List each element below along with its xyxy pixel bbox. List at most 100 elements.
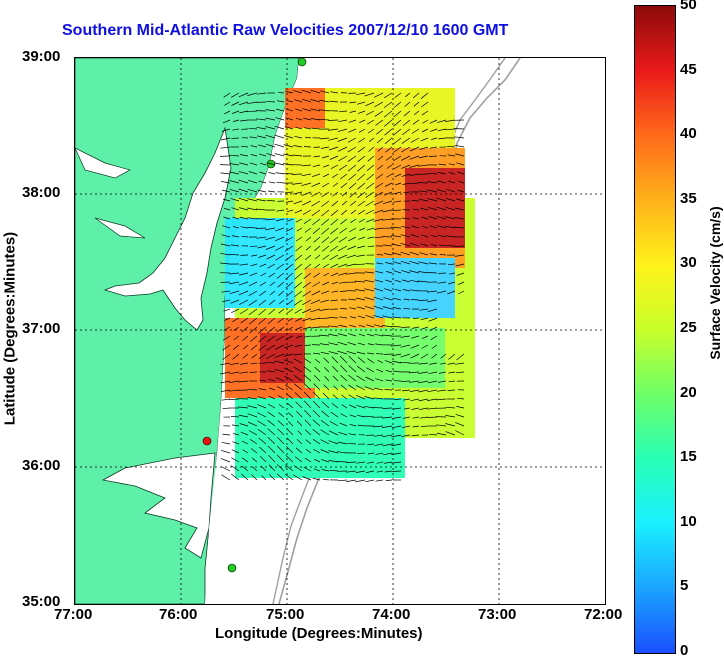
velocity-arrow [294,272,303,280]
velocity-arrow [454,245,465,247]
velocity-arrow [269,281,276,287]
velocity-arrow [277,436,285,445]
velocity-arrow [328,325,339,328]
velocity-arrow [220,380,231,384]
velocity-arrow [349,227,357,233]
velocity-arrow [338,245,348,252]
velocity-arrow [332,191,339,197]
velocity-arrow [231,449,240,454]
velocity-arrow [277,428,285,436]
velocity-arrow [455,153,465,157]
velocity-arrow [296,420,303,427]
velocity-arrow [355,289,366,292]
velocity-arrow [437,281,447,284]
velocity-arrow [453,128,465,130]
velocity-arrow [410,299,420,301]
velocity-arrow [421,335,429,339]
velocity-arrow [324,367,330,373]
velocity-arrow [373,314,384,319]
velocity-arrow [250,254,258,257]
velocity-arrow [430,335,438,341]
velocity-arrow [288,421,294,427]
velocity-arrow [293,358,303,364]
velocity-arrow [277,395,285,400]
velocity-arrow [439,362,447,365]
velocity-arrow [266,353,276,359]
velocity-arrow [274,153,285,157]
velocity-arrow [366,367,375,373]
velocity-arrow [232,119,240,122]
velocity-arrow [287,317,294,322]
velocity-arrow [222,299,231,303]
velocity-arrow [438,163,447,166]
velocity-arrow [221,189,231,193]
velocity-arrow [446,245,456,247]
velocity-arrow [391,316,402,319]
velocity-arrow [229,380,240,383]
velocity-arrow [247,217,258,220]
velocity-arrow [241,473,249,481]
velocity-arrow [268,181,276,184]
velocity-arrow [312,438,321,445]
velocity-arrow [420,243,429,247]
velocity-arrow [274,125,285,130]
velocity-arrow [259,456,267,463]
velocity-arrow [330,272,339,277]
velocity-arrow [250,154,258,157]
velocity-arrow [401,270,411,274]
velocity-arrow [445,406,456,409]
velocity-arrow [384,288,393,292]
velocity-arrow [410,289,420,292]
velocity-arrow [284,126,294,130]
velocity-arrow [391,353,402,357]
velocity-arrow [248,430,258,436]
velocity-arrow [338,272,348,276]
velocity-arrow [383,110,393,118]
velocity-arrow [259,290,267,296]
velocity-arrow [403,407,411,410]
velocity-arrow [278,299,285,305]
velocity-arrow [267,190,276,193]
velocity-arrow [321,209,330,217]
velocity-arrow [402,128,411,135]
velocity-arrow [436,290,447,294]
velocity-arrow [331,173,339,178]
velocity-arrow [266,200,276,202]
velocity-arrow [266,344,276,351]
velocity-arrow [333,385,339,391]
velocity-arrow [222,198,231,202]
velocity-arrow [438,272,447,274]
velocity-arrow [448,371,456,374]
velocity-arrow [322,254,330,260]
velocity-arrow [421,110,429,116]
velocity-arrow [313,383,321,391]
velocity-arrow [411,200,420,202]
velocity-arrow [220,252,231,256]
velocity-arrow [301,191,312,196]
velocity-arrow [431,344,438,349]
velocity-arrow [374,443,384,446]
velocity-arrow [383,452,393,456]
velocity-arrow [320,429,330,436]
velocity-arrow [312,409,321,418]
velocity-arrow [436,398,447,401]
velocity-arrow [257,245,267,249]
velocity-arrow [238,272,249,276]
velocity-arrow [310,108,321,112]
velocity-arrow [365,376,375,382]
velocity-arrow [391,434,402,438]
velocity-arrow [401,164,411,169]
velocity-arrow [457,171,465,175]
velocity-arrow [418,155,429,159]
y-tick: 35:00 [22,593,61,610]
velocity-arrow [447,389,456,391]
velocity-arrow [310,326,321,329]
velocity-arrow [229,371,240,375]
velocity-arrow [294,383,303,391]
velocity-arrow [319,317,330,320]
velocity-arrow [391,461,402,464]
velocity-arrow [321,218,330,226]
velocity-arrow [385,379,393,382]
velocity-arrow [340,308,348,310]
velocity-arrow [364,396,375,400]
